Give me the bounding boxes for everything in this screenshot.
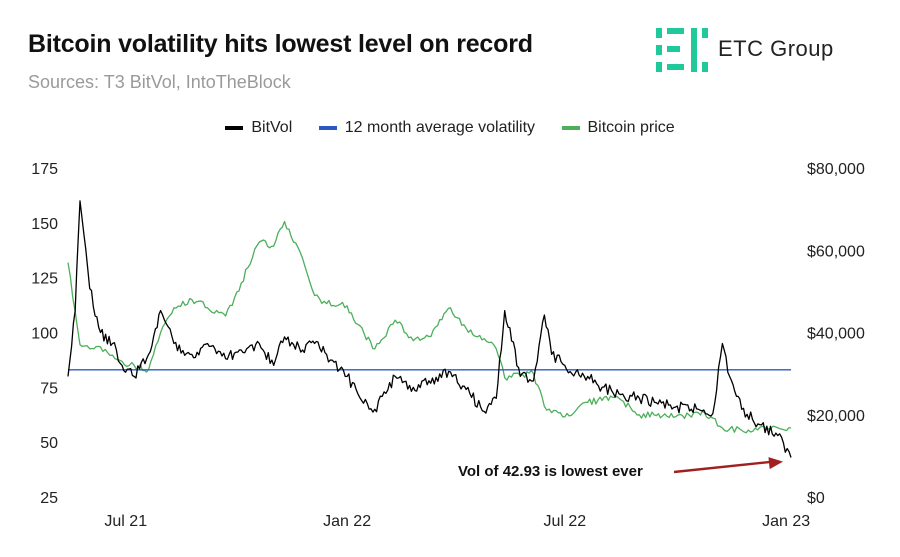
left-axis: 175 150 125 100 75 50 25 [31,161,58,507]
legend-swatch-bitvol [225,126,244,130]
right-tick-label: $80,000 [807,161,865,178]
series-line-bitcoin-price [67,220,792,434]
left-tick-label: 175 [31,161,58,178]
annotation-arrow-line [673,460,774,474]
annotation-arrow-head [768,457,783,470]
right-tick-label: $40,000 [807,326,865,343]
left-tick-label: 75 [40,380,58,397]
brand-name: ETC Group [718,36,834,61]
legend-label-bitvol: BitVol [251,119,293,136]
right-axis: $80,000 $60,000 $40,000 $20,000 $0 [807,161,865,507]
annotation-group: Vol of 42.93 is lowest ever [458,457,783,480]
legend-label-price: Bitcoin price [587,119,675,136]
right-tick-label: $0 [807,490,825,507]
legend-label-average: 12 month average volatility [344,119,536,136]
x-tick-label: Jul 21 [104,513,147,530]
chart-source: Sources: T3 BitVol, IntoTheBlock [28,72,291,92]
left-tick-label: 125 [31,271,58,288]
annotation-label: Vol of 42.93 is lowest ever [458,463,643,480]
x-tick-label: Jan 22 [323,513,371,530]
legend-swatch-average [318,126,337,130]
left-tick-label: 100 [31,326,58,343]
left-tick-label: 150 [31,216,58,233]
brand-logo: ETC Group [656,26,876,74]
chart-legend: BitVol 12 month average volatility Bitco… [0,117,900,137]
left-tick-label: 50 [40,435,58,452]
legend-item-price: Bitcoin price [561,119,675,137]
legend-swatch-price [561,126,580,130]
legend-item-average: 12 month average volatility [318,119,536,137]
x-axis: Jul 21 Jan 22 Jul 22 Jan 23 [104,513,810,530]
x-tick-label: Jul 22 [543,513,586,530]
etc-group-logo-icon [656,28,708,72]
series-group [67,200,792,458]
chart-title: Bitcoin volatility hits lowest level on … [28,30,533,58]
left-tick-label: 25 [40,490,58,507]
series-line-bitvol [67,200,792,458]
right-tick-label: $20,000 [807,408,865,425]
x-tick-label: Jan 23 [762,513,810,530]
legend-item-bitvol: BitVol [225,119,292,137]
right-tick-label: $60,000 [807,243,865,260]
